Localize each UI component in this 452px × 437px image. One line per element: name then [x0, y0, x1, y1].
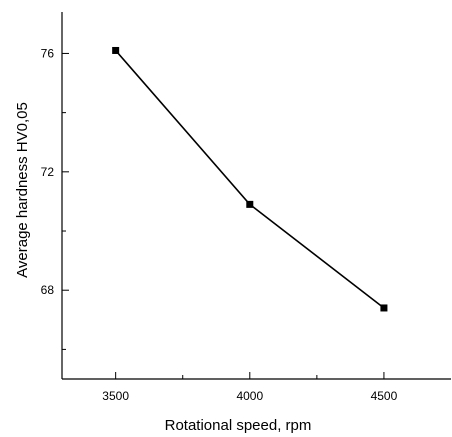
x-axis-title: Rotational speed, rpm — [165, 417, 312, 434]
data-point — [112, 46, 120, 54]
data-point — [246, 200, 254, 208]
plot-area — [112, 46, 388, 312]
x-tick-label: 4500 — [371, 389, 398, 403]
y-tick-label: 68 — [41, 283, 55, 297]
series-line — [115, 49, 385, 309]
data-point — [380, 304, 388, 312]
y-tick-label: 76 — [41, 46, 55, 60]
axes: 3500 4000 4500 68 72 76 — [41, 12, 451, 403]
x-tick-label: 4000 — [236, 389, 263, 403]
x-tick-label: 3500 — [102, 389, 129, 403]
y-axis-title: Average hardness HV0,05 — [14, 102, 31, 278]
y-tick-label: 72 — [41, 165, 55, 179]
